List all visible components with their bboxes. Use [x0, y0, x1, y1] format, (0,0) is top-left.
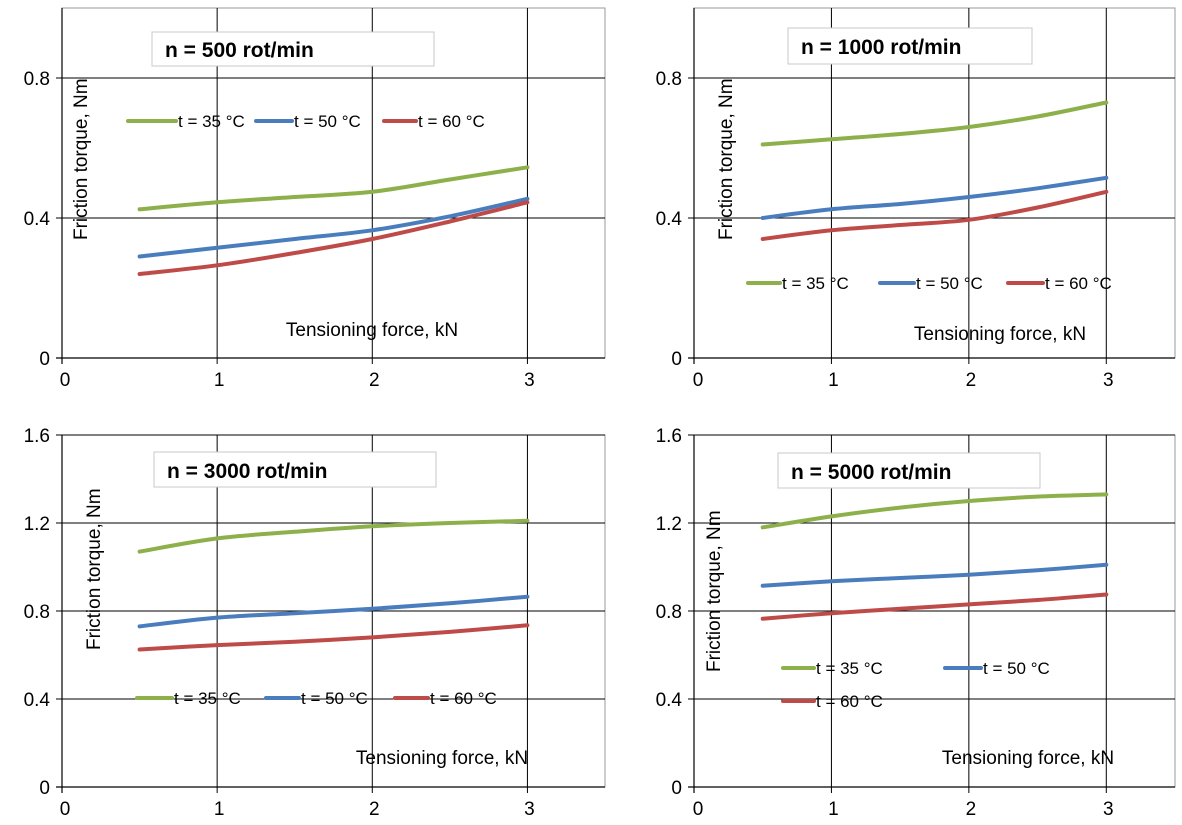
y-axis-label: Friction torque, Nm: [716, 78, 737, 240]
x-tick-label: 2: [966, 370, 977, 391]
y-tick-label: 0: [671, 778, 682, 799]
y-tick-label: 0.8: [656, 69, 682, 90]
chart-title: n = 5000 rot/min: [791, 461, 951, 484]
chart-title: n = 1000 rot/min: [801, 36, 961, 59]
x-axis-label: Tensioning force, kN: [286, 320, 458, 341]
x-tick-label: 3: [1103, 799, 1114, 820]
x-tick-label: 1: [828, 370, 839, 391]
legend-label: t = 60 °C: [1045, 274, 1112, 293]
legend-label: t = 35 °C: [178, 112, 245, 131]
y-tick-label: 1.2: [656, 514, 682, 535]
chart-title-box: [151, 31, 435, 67]
series-line-blue: [137, 196, 530, 259]
x-axis-label: Tensioning force, kN: [914, 324, 1086, 345]
y-tick-label: 0.8: [656, 602, 682, 623]
chart-panel-1: 0 1 2 3 0 0.4 0.8 t = 35 °C t = 50 °C t = 60 °C n …: [24, 7, 606, 391]
y-tick-label: 0.4: [24, 209, 51, 230]
legend-label: t = 60 °C: [816, 692, 883, 711]
x-tick-label: 2: [966, 799, 977, 820]
chart-title-box: [787, 27, 1033, 65]
y-tick-label: 0.4: [24, 690, 51, 711]
chart-panel-3: 0 1 2 3 0 0.4 0.8 1.2 1.6 t = 35 °C t = 50 °C t = 6…: [24, 426, 606, 820]
x-tick-label: 0: [60, 370, 71, 391]
series-line-blue: [760, 175, 1109, 220]
y-tick-label: 1.6: [656, 426, 682, 447]
y-axis-label: Friction torque, Nm: [704, 510, 725, 672]
y-tick-label: 0.4: [656, 209, 683, 230]
x-axis-label: Tensioning force, kN: [356, 748, 528, 769]
series-line-green: [137, 165, 530, 212]
legend-label: t = 35 °C: [782, 274, 849, 293]
series-line-red: [760, 189, 1109, 241]
y-tick-label: 0.8: [24, 69, 50, 90]
y-tick-label: 1.6: [24, 426, 50, 447]
legend-label: t = 35 °C: [816, 659, 883, 678]
chart-panel-4: 0 1 2 3 0 0.4 0.8 1.2 1.6 t = 35 °C t = 50 °C t = 6…: [656, 426, 1176, 820]
x-tick-label: 3: [524, 370, 535, 391]
x-tick-label: 3: [524, 799, 535, 820]
legend-label: t = 50 °C: [916, 274, 983, 293]
y-axis-label: Friction torque, Nm: [84, 488, 105, 650]
series-line-green: [760, 100, 1109, 147]
series-line-red: [760, 592, 1109, 621]
y-tick-label: 0: [39, 349, 50, 370]
x-tick-label: 0: [60, 799, 71, 820]
chart-panel-2: 0 1 2 3 0 0.4 0.8 t = 35 °C t = 50 °C t = 60 °C n …: [656, 7, 1176, 391]
y-axis-label: Friction torque, Nm: [71, 78, 92, 240]
legend-label: t = 50 °C: [983, 659, 1050, 678]
legend-label: t = 50 °C: [294, 112, 361, 131]
chart-title-box: [777, 452, 1041, 489]
chart-title-box: [153, 451, 437, 488]
series-line-red: [137, 623, 530, 652]
series-line-green: [137, 518, 530, 554]
series-line-red: [137, 200, 530, 276]
legend-label: t = 35 °C: [174, 689, 241, 708]
x-tick-label: 0: [693, 370, 704, 391]
x-tick-label: 1: [828, 799, 839, 820]
series-line-green: [760, 492, 1109, 530]
x-tick-label: 2: [369, 799, 380, 820]
y-tick-label: 0.4: [656, 690, 683, 711]
y-tick-label: 0: [671, 349, 682, 370]
series-line-blue: [137, 594, 530, 629]
x-tick-label: 1: [214, 370, 225, 391]
legend-label: t = 60 °C: [418, 112, 485, 131]
y-tick-label: 1.2: [24, 514, 50, 535]
x-tick-label: 2: [369, 370, 380, 391]
x-tick-label: 1: [214, 799, 225, 820]
chart-title: n = 3000 rot/min: [167, 460, 327, 483]
legend-label: t = 60 °C: [430, 689, 497, 708]
legend-label: t = 50 °C: [301, 689, 368, 708]
y-tick-label: 0: [39, 778, 50, 799]
x-tick-label: 0: [693, 799, 704, 820]
x-tick-label: 3: [1103, 370, 1114, 391]
x-axis-label: Tensioning force, kN: [942, 748, 1114, 769]
chart-title: n = 500 rot/min: [165, 39, 314, 62]
y-tick-label: 0.8: [24, 602, 50, 623]
series-line-blue: [760, 562, 1109, 588]
